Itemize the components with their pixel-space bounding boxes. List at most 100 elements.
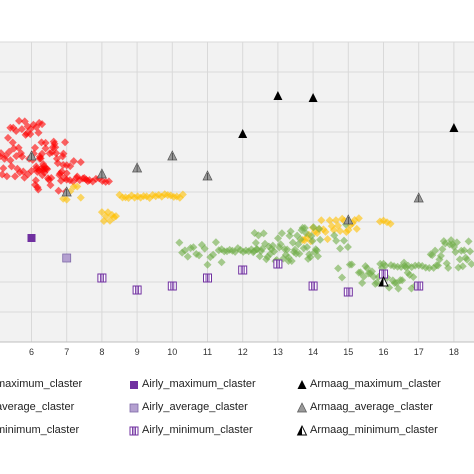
minimum_claster-point xyxy=(287,256,296,265)
Armaag_minimum_claster-point xyxy=(378,275,389,287)
minimum_claster-point xyxy=(436,251,445,260)
minimum_claster-point xyxy=(316,235,325,244)
average_claster-point xyxy=(323,235,332,244)
x-tick-label: 18 xyxy=(449,347,459,357)
Armaag_maximum_claster-point xyxy=(273,91,283,100)
maximum_claster-point xyxy=(7,162,16,171)
minimum_claster-point xyxy=(183,252,192,261)
minimum_claster-point xyxy=(372,278,381,287)
maximum_claster-point xyxy=(104,177,113,186)
maximum_claster-point xyxy=(0,170,7,179)
minimum_claster-point xyxy=(203,260,212,269)
legend-marker xyxy=(297,380,307,389)
minimum_claster-point xyxy=(295,249,304,258)
minimum_claster-point xyxy=(308,236,317,245)
Armaag_maximum_claster-point xyxy=(238,129,248,138)
average_claster-point xyxy=(386,219,395,228)
average_claster-point xyxy=(73,182,82,191)
Airly_minimum_claster-point xyxy=(273,259,283,269)
minimum_claster-point xyxy=(455,255,464,264)
minimum_claster-point xyxy=(296,235,305,244)
minimum_claster-point xyxy=(338,273,347,282)
average_claster-point xyxy=(321,227,330,236)
maximum_claster-point xyxy=(46,181,55,190)
minimum_claster-point xyxy=(339,236,348,245)
minimum_claster-point xyxy=(460,246,469,255)
legend-item: Airly_maximum_claster xyxy=(142,378,256,390)
legend-item: Armaag_average_claster xyxy=(310,401,433,413)
minimum_claster-point xyxy=(251,238,260,247)
x-tick-label: 6 xyxy=(29,347,34,357)
legend-item: average_claster xyxy=(0,401,75,413)
maximum_claster-point xyxy=(23,122,32,131)
maximum_claster-point xyxy=(31,176,40,185)
Armaag_average_claster-point xyxy=(61,186,72,197)
minimum_claster-point xyxy=(431,246,440,255)
minimum_claster-point xyxy=(334,264,343,273)
Airly_minimum_claster-point xyxy=(238,265,248,275)
x-tick-label: 13 xyxy=(273,347,283,357)
average_claster-point xyxy=(336,226,345,235)
minimum_claster-point xyxy=(276,240,285,249)
maximum_claster-point xyxy=(83,177,92,186)
minimum_claster-point xyxy=(200,244,209,253)
maximum_claster-point xyxy=(38,171,47,180)
maximum_claster-point xyxy=(0,164,8,173)
x-tick-label: 12 xyxy=(238,347,248,357)
Armaag_average_claster-point xyxy=(167,150,178,161)
minimum_claster-point xyxy=(217,258,226,267)
minimum_claster-point xyxy=(409,273,418,282)
minimum_claster-point xyxy=(249,248,258,257)
maximum_claster-point xyxy=(29,149,38,158)
maximum_claster-point xyxy=(61,138,70,147)
minimum_claster-point xyxy=(463,255,472,264)
grid-lines xyxy=(0,41,474,343)
x-tick-label: 17 xyxy=(414,347,424,357)
average_claster-point xyxy=(317,216,326,225)
minimum_claster-point xyxy=(175,238,184,247)
minimum_claster-point xyxy=(359,272,368,281)
minimum_claster-point xyxy=(336,244,345,253)
minimum_claster-point xyxy=(274,234,283,243)
average_claster-point xyxy=(329,226,338,235)
maximum_claster-point xyxy=(73,172,82,181)
maximum_claster-point xyxy=(41,144,50,153)
legend: maximum_claster Airly_maximum_claster Arma… xyxy=(0,370,474,474)
average_claster-point xyxy=(76,193,85,202)
minimum_claster-point xyxy=(425,263,434,272)
legend-marker xyxy=(296,425,308,436)
maximum_claster-point xyxy=(36,154,45,163)
minimum_claster-point xyxy=(211,238,220,247)
minimum_claster-point xyxy=(263,252,272,261)
maximum_claster-point xyxy=(52,149,61,158)
minimum_claster-point xyxy=(300,223,309,232)
legend-item: Armaag_maximum_claster xyxy=(310,378,441,390)
legend-marker xyxy=(129,403,139,413)
maximum_claster-point xyxy=(8,138,17,147)
average_claster-point xyxy=(354,214,363,223)
Airly_minimum_claster-point xyxy=(343,287,353,297)
minimum_claster-point xyxy=(444,263,453,272)
Armaag_average_claster-point xyxy=(202,170,213,181)
Airly_average_claster-point xyxy=(62,253,72,263)
average_claster-point xyxy=(352,224,361,233)
maximum_claster-point xyxy=(18,152,27,161)
legend-item: Airly_minimum_claster xyxy=(142,424,253,436)
Armaag_maximum_claster-point xyxy=(308,93,318,102)
data-points xyxy=(0,91,474,297)
maximum_claster-point xyxy=(6,156,15,165)
Armaag_average_claster-point xyxy=(132,162,143,173)
Airly_minimum_claster-point xyxy=(308,281,318,291)
maximum_claster-point xyxy=(76,158,85,167)
maximum_claster-point xyxy=(11,172,20,181)
maximum_claster-point xyxy=(31,143,40,152)
maximum_claster-point xyxy=(0,149,5,158)
maximum_claster-point xyxy=(51,143,60,152)
minimum_claster-point xyxy=(433,261,442,270)
legend-marker xyxy=(296,402,308,413)
minimum_claster-point xyxy=(313,252,322,261)
maximum_claster-point xyxy=(57,167,66,176)
maximum_claster-point xyxy=(15,116,24,125)
minimum_claster-point xyxy=(303,243,312,252)
maximum_claster-point xyxy=(59,149,68,158)
